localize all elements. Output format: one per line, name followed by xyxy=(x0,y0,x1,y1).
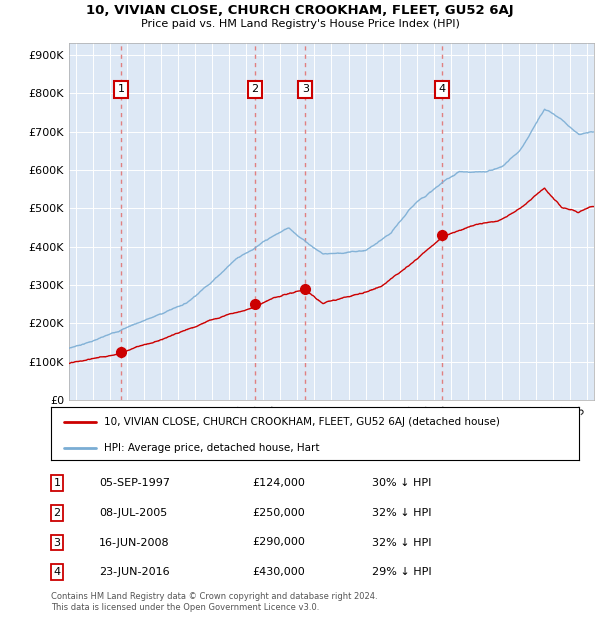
Text: £290,000: £290,000 xyxy=(252,538,305,547)
Text: £250,000: £250,000 xyxy=(252,508,305,518)
Text: 05-SEP-1997: 05-SEP-1997 xyxy=(99,478,170,488)
Text: 3: 3 xyxy=(53,538,61,547)
Text: 29% ↓ HPI: 29% ↓ HPI xyxy=(372,567,431,577)
Text: Contains HM Land Registry data © Crown copyright and database right 2024.: Contains HM Land Registry data © Crown c… xyxy=(51,592,377,601)
Text: 10, VIVIAN CLOSE, CHURCH CROOKHAM, FLEET, GU52 6AJ (detached house): 10, VIVIAN CLOSE, CHURCH CROOKHAM, FLEET… xyxy=(104,417,500,427)
Text: 10, VIVIAN CLOSE, CHURCH CROOKHAM, FLEET, GU52 6AJ: 10, VIVIAN CLOSE, CHURCH CROOKHAM, FLEET… xyxy=(86,4,514,17)
Text: £124,000: £124,000 xyxy=(252,478,305,488)
Text: 32% ↓ HPI: 32% ↓ HPI xyxy=(372,508,431,518)
Text: 2: 2 xyxy=(251,84,259,94)
Text: 1: 1 xyxy=(53,478,61,488)
Text: £430,000: £430,000 xyxy=(252,567,305,577)
Text: 23-JUN-2016: 23-JUN-2016 xyxy=(99,567,170,577)
Text: This data is licensed under the Open Government Licence v3.0.: This data is licensed under the Open Gov… xyxy=(51,603,319,612)
Text: 32% ↓ HPI: 32% ↓ HPI xyxy=(372,538,431,547)
Text: 30% ↓ HPI: 30% ↓ HPI xyxy=(372,478,431,488)
Text: 4: 4 xyxy=(53,567,61,577)
Text: 1: 1 xyxy=(118,84,125,94)
Text: 16-JUN-2008: 16-JUN-2008 xyxy=(99,538,170,547)
Text: 08-JUL-2005: 08-JUL-2005 xyxy=(99,508,167,518)
Text: 3: 3 xyxy=(302,84,309,94)
Text: 2: 2 xyxy=(53,508,61,518)
Text: 4: 4 xyxy=(439,84,446,94)
Text: Price paid vs. HM Land Registry's House Price Index (HPI): Price paid vs. HM Land Registry's House … xyxy=(140,19,460,29)
Text: HPI: Average price, detached house, Hart: HPI: Average price, detached house, Hart xyxy=(104,443,319,453)
